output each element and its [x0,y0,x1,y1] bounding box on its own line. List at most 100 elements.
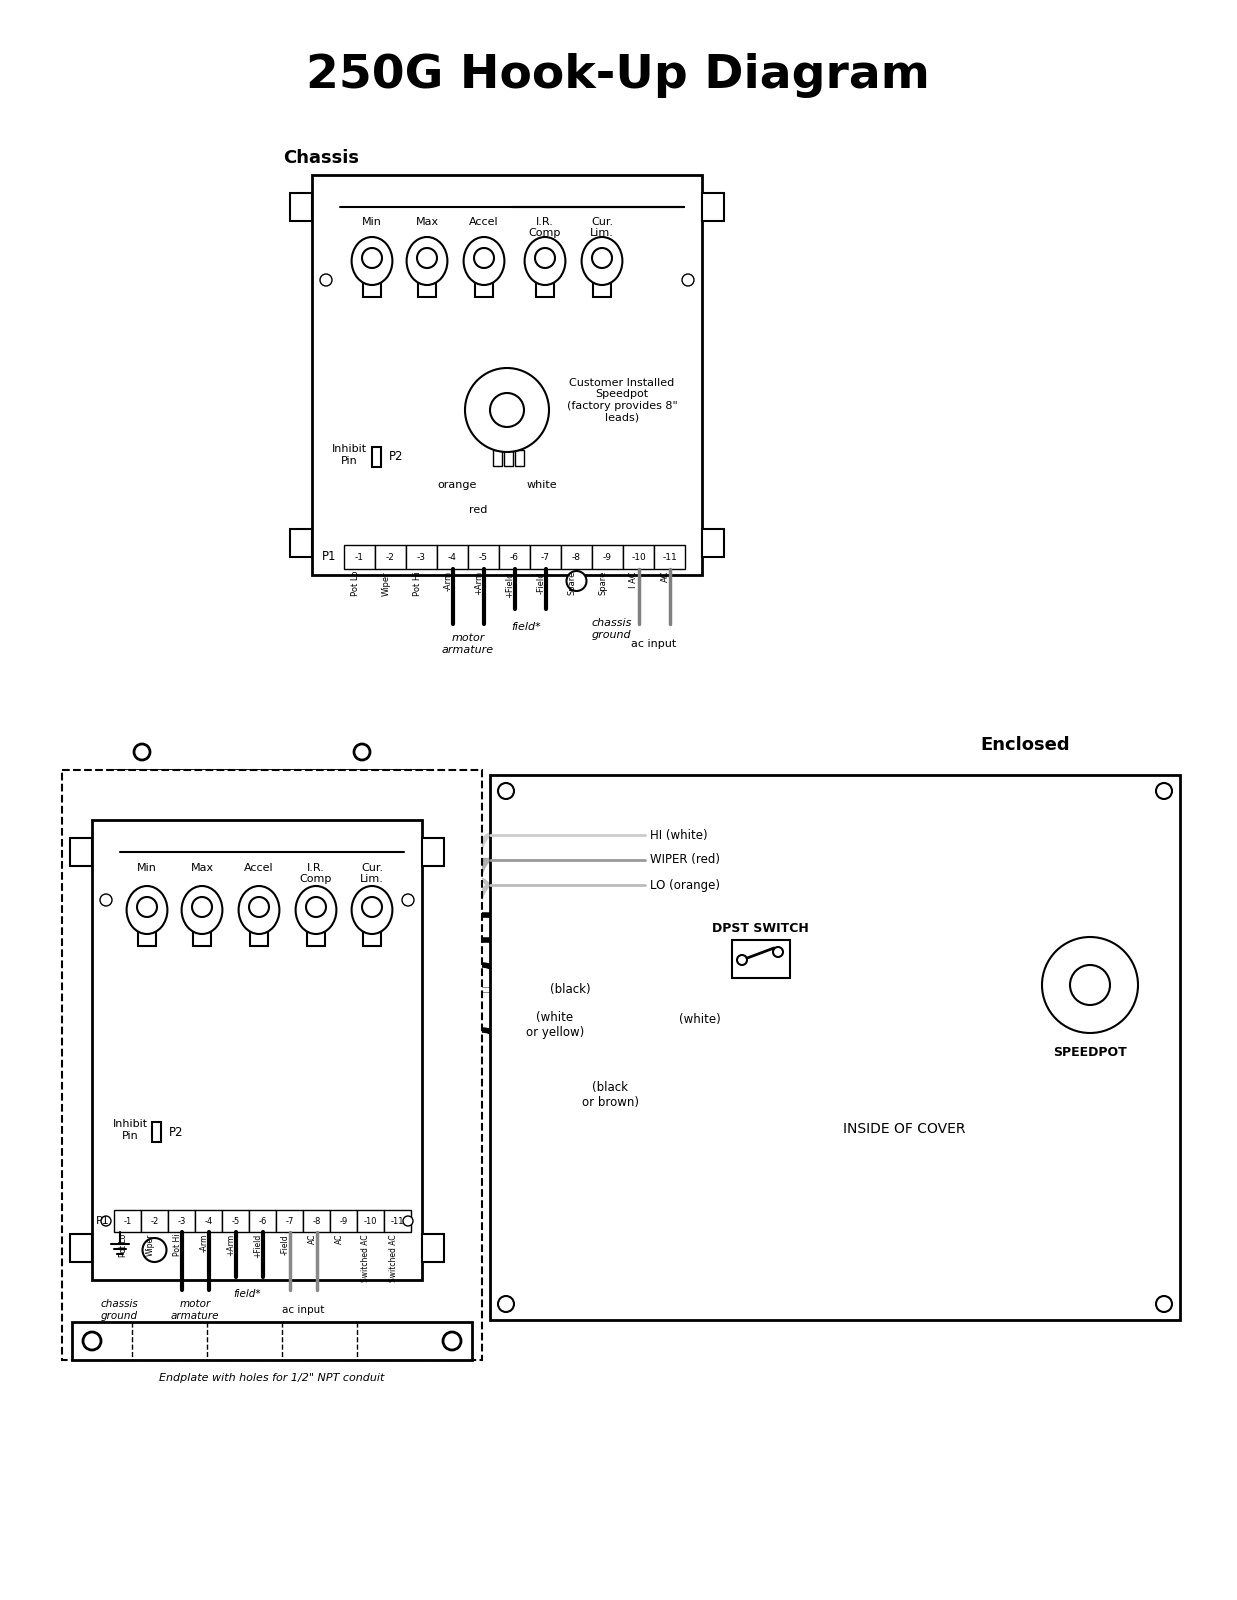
Text: Pot Hi: Pot Hi [412,571,422,595]
Text: Inhibit
Pin: Inhibit Pin [332,445,366,466]
Text: white: white [527,480,558,490]
Text: -8: -8 [312,1216,320,1226]
Text: Min: Min [362,218,382,227]
Bar [422,1234,444,1262]
Text: orange: orange [438,480,477,490]
Text: -4: -4 [204,1216,213,1226]
Circle shape [403,1216,413,1226]
Text: +Arm: +Arm [475,571,484,595]
Bar [499,546,529,570]
Text: -3: -3 [177,1216,186,1226]
Bar [732,939,790,978]
Circle shape [1157,1296,1171,1312]
Bar [168,1210,195,1232]
Bar [289,530,312,557]
Bar [303,1210,330,1232]
Circle shape [83,1331,101,1350]
Text: +Field: +Field [506,571,515,597]
Text: Customer Installed
Speedpot
(factory provides 8"
leads): Customer Installed Speedpot (factory pro… [567,378,678,422]
Text: AC: AC [308,1234,317,1245]
Circle shape [362,898,382,917]
Bar [406,546,437,570]
Bar [494,450,502,466]
Text: red: red [469,506,487,515]
Text: Cur.: Cur. [361,862,383,874]
Text: Switched AC: Switched AC [361,1234,371,1282]
Text: Cur.: Cur. [591,218,614,227]
Bar [62,770,482,1360]
Text: P1: P1 [96,1216,110,1226]
Text: -7: -7 [541,552,550,562]
Text: Accel: Accel [244,862,273,874]
Circle shape [499,782,515,798]
Bar [71,838,92,866]
Circle shape [1070,965,1110,1005]
Bar [72,1322,473,1360]
Bar [468,546,499,570]
Bar [139,931,156,946]
Text: field*: field* [234,1290,261,1299]
Circle shape [306,898,327,917]
Text: -1: -1 [355,552,364,562]
Text: Spare: Spare [568,571,576,595]
Circle shape [417,248,437,267]
Circle shape [474,248,494,267]
Bar [703,194,724,221]
Text: Chassis: Chassis [283,149,359,166]
Text: -4: -4 [448,552,456,562]
Text: AC: AC [334,1234,344,1245]
Bar [221,1210,249,1232]
Circle shape [142,1238,167,1262]
Text: -9: -9 [602,552,612,562]
Text: Endplate with holes for 1/2" NPT conduit: Endplate with holes for 1/2" NPT conduit [160,1373,385,1382]
Ellipse shape [182,886,223,934]
Circle shape [773,947,783,957]
Text: -Arm: -Arm [199,1234,209,1253]
Text: I.R.: I.R. [536,218,554,227]
Ellipse shape [581,237,622,285]
Bar [362,931,381,946]
Text: Inhibit
Pin: Inhibit Pin [113,1120,147,1141]
Bar [536,283,554,298]
Text: Accel: Accel [469,218,499,227]
Text: motor
armature: motor armature [171,1299,219,1322]
Ellipse shape [351,886,392,934]
Bar [475,283,494,298]
Bar [654,546,685,570]
Text: -Field: -Field [281,1234,289,1254]
Text: Wiper: Wiper [381,571,391,595]
Bar [114,1210,141,1232]
Circle shape [737,955,747,965]
Bar [92,819,422,1280]
Text: (white
or yellow): (white or yellow) [526,1011,584,1038]
Bar [593,546,623,570]
Text: -6: -6 [510,552,520,562]
Bar [289,194,312,221]
Ellipse shape [464,237,505,285]
Circle shape [534,248,555,267]
Text: LO (orange): LO (orange) [649,878,720,891]
Text: -5: -5 [231,1216,240,1226]
Bar [344,546,375,570]
Bar [375,546,406,570]
Text: (black
or brown): (black or brown) [581,1082,638,1109]
Text: chassis
ground: chassis ground [100,1299,139,1322]
Bar [249,1210,276,1232]
Text: INSIDE OF COVER: INSIDE OF COVER [842,1122,965,1136]
Text: AC: AC [661,571,669,582]
Bar [71,1234,92,1262]
Circle shape [1042,938,1138,1034]
Circle shape [134,744,150,760]
Text: P2: P2 [388,451,403,464]
Bar [330,1210,357,1232]
Text: -10: -10 [631,552,646,562]
Text: Pot Lo: Pot Lo [119,1234,127,1258]
Circle shape [593,248,612,267]
Text: Comp: Comp [299,874,333,883]
Bar [372,446,381,467]
Ellipse shape [126,886,167,934]
Bar [515,450,524,466]
Text: -3: -3 [417,552,426,562]
Bar [357,1210,383,1232]
Text: Comp: Comp [528,227,562,238]
